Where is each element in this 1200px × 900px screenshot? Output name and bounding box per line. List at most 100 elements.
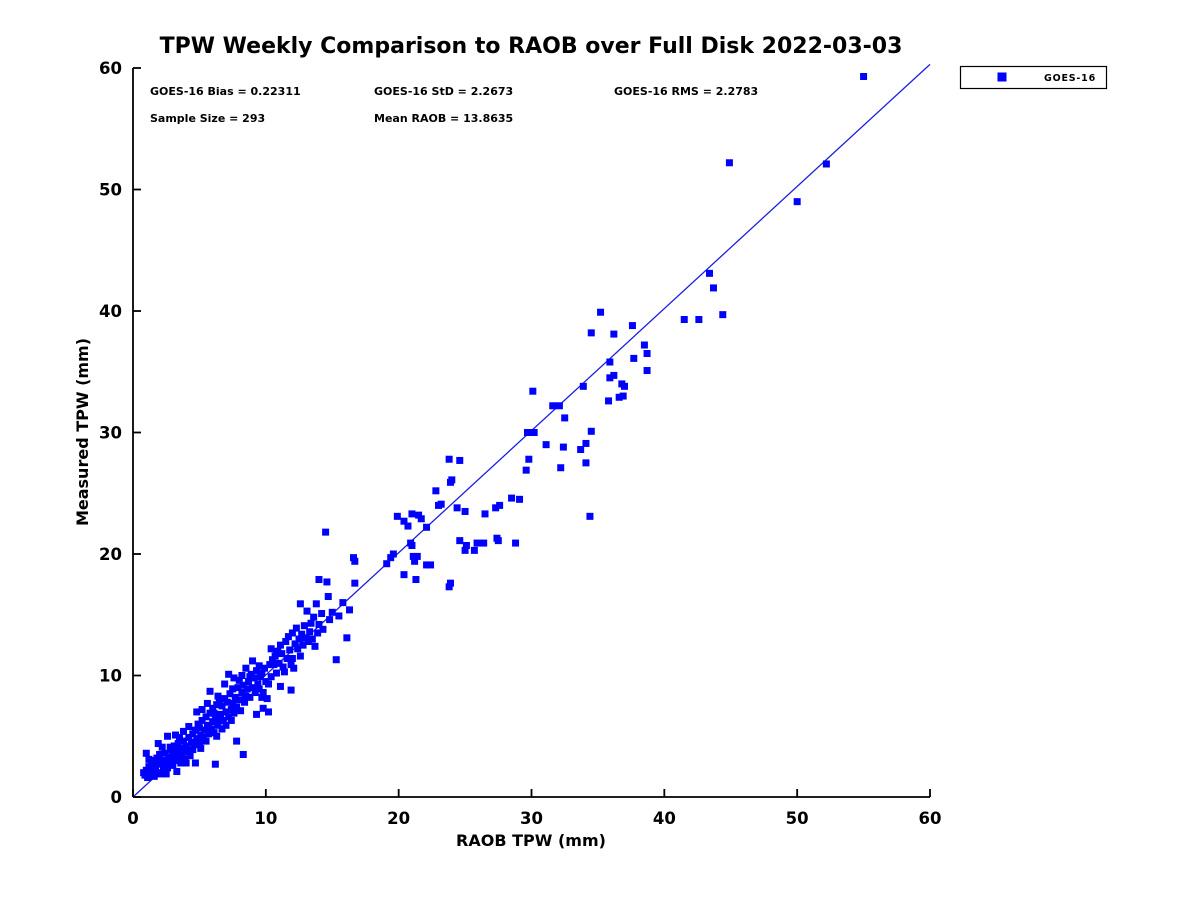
scatter-point	[221, 695, 229, 703]
scatter-point	[164, 764, 172, 772]
y-tick-label: 40	[99, 302, 122, 321]
scatter-point	[561, 414, 569, 422]
scatter-point	[154, 740, 162, 748]
scatter-point	[253, 710, 261, 718]
scatter-point	[597, 308, 605, 316]
scatter-point	[473, 539, 481, 547]
scatter-point	[275, 659, 283, 667]
scatter-point	[559, 443, 567, 451]
scatter-point	[640, 341, 648, 349]
scatter-point	[456, 537, 464, 545]
scatter-point	[258, 669, 266, 677]
scatter-point	[249, 657, 257, 665]
scatter-point	[557, 464, 565, 472]
scatter-point	[423, 523, 431, 531]
scatter-point	[508, 494, 516, 502]
legend-box	[959, 65, 1108, 90]
scatter-point	[276, 641, 284, 649]
scatter-point	[222, 721, 230, 729]
scatter-point	[643, 367, 651, 375]
scatter-point	[276, 682, 284, 690]
scatter-point	[233, 703, 241, 711]
scatter-point	[140, 769, 148, 777]
scatter-point	[620, 382, 628, 390]
y-tick-label: 0	[111, 788, 122, 807]
scatter-point	[261, 664, 269, 672]
scatter-point	[270, 661, 278, 669]
scatter-point	[209, 704, 217, 712]
scatter-point	[587, 427, 595, 435]
scatter-point	[719, 311, 727, 319]
scatter-point	[300, 622, 308, 630]
scatter-point	[272, 669, 280, 677]
scatter-point	[481, 510, 489, 518]
scatter-point	[295, 635, 303, 643]
scatter-point	[480, 539, 488, 547]
scatter-point	[215, 715, 223, 723]
scatter-point	[279, 663, 287, 671]
scatter-point	[156, 750, 164, 758]
scatter-point	[268, 656, 276, 664]
scatter-point	[492, 504, 500, 512]
scatter-point	[179, 737, 187, 745]
scatter-point	[175, 733, 183, 741]
legend: GOES-16	[959, 65, 1108, 90]
scatter-point	[199, 733, 207, 741]
scatter-point	[142, 749, 150, 757]
scatter-point	[287, 686, 295, 694]
scatter-point	[226, 690, 234, 698]
scatter-point	[250, 674, 258, 682]
scatter-point	[606, 358, 614, 366]
scatter-point	[314, 629, 322, 637]
scatter-point	[263, 695, 271, 703]
scatter-point	[709, 284, 717, 292]
scatter-point	[189, 730, 197, 738]
scatter-point	[579, 382, 587, 390]
scatter-point	[294, 645, 302, 653]
scatter-point	[610, 371, 618, 379]
scatter-point	[350, 554, 358, 562]
scatter-point	[246, 693, 254, 701]
scatter-point	[145, 755, 153, 763]
scatter-point	[462, 541, 470, 549]
scatter-point	[177, 759, 185, 767]
scatter-point	[258, 693, 266, 701]
scatter-point	[241, 698, 249, 706]
scatter-point	[172, 731, 180, 739]
scatter-point	[235, 696, 243, 704]
scatter-point	[408, 541, 416, 549]
x-tick-label: 10	[254, 809, 277, 828]
scatter-point	[516, 495, 524, 503]
scatter-point	[619, 392, 627, 400]
x-tick-label: 30	[520, 809, 543, 828]
scatter-point	[213, 701, 221, 709]
scatter-point	[195, 724, 203, 732]
scatter-point	[173, 767, 181, 775]
scatter-point	[793, 198, 801, 206]
scatter-point	[271, 652, 279, 660]
x-tick-label: 20	[387, 809, 410, 828]
scatter-point	[412, 576, 420, 584]
scatter-point	[400, 571, 408, 579]
scatter-point	[245, 678, 253, 686]
scatter-point	[306, 628, 314, 636]
scatter-point	[235, 676, 243, 684]
y-tick-label: 20	[99, 545, 122, 564]
scatter-point	[229, 685, 237, 693]
scatter-point	[238, 689, 246, 697]
scatter-point	[522, 466, 530, 474]
y-tick-label: 30	[99, 424, 122, 443]
scatter-point	[202, 713, 210, 721]
scatter-point	[282, 637, 290, 645]
scatter-point	[157, 770, 165, 778]
scatter-point	[190, 741, 198, 749]
scatter-point	[174, 740, 182, 748]
scatter-point	[210, 709, 218, 717]
scatter-point	[215, 697, 223, 705]
scatter-point	[175, 754, 183, 762]
scatter-point	[254, 680, 262, 688]
scatter-point	[230, 674, 238, 682]
scatter-point	[173, 748, 181, 756]
scatter-point	[242, 692, 250, 700]
